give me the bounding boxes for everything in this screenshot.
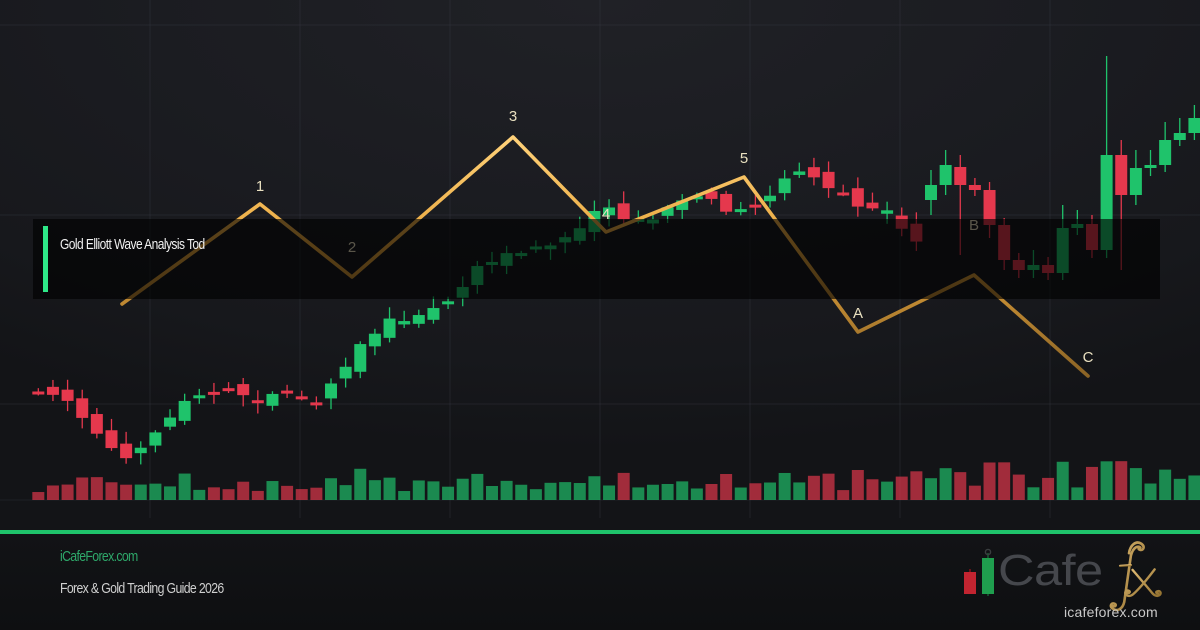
svg-text:A: A [853, 305, 863, 322]
svg-text:1: 1 [256, 178, 264, 195]
svg-text:3: 3 [509, 108, 517, 125]
svg-text:C: C [1083, 349, 1094, 366]
svg-text:5: 5 [740, 150, 748, 167]
